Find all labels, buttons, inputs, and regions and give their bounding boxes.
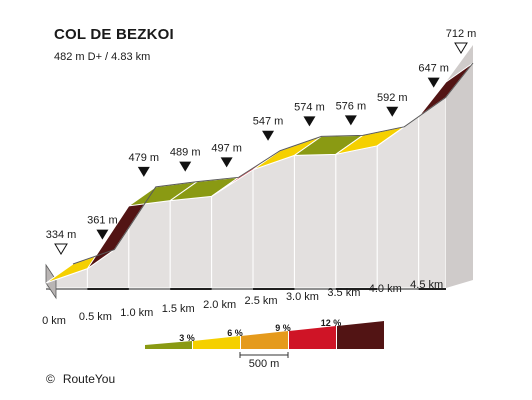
profile-top-faces [45, 62, 474, 284]
elevation-label: 592 m [377, 92, 408, 104]
profile-side-segment [293, 153, 337, 289]
profile-side-segment [376, 115, 420, 289]
elevation-label: 547 m [253, 116, 284, 128]
distance-tick-label: 1.0 km [120, 307, 153, 319]
profile-ridge-line [72, 62, 474, 265]
elevation-marker [386, 106, 399, 117]
profile-side-faces [45, 45, 473, 300]
elevation-marker [96, 229, 109, 240]
chart-title: COL DE BEZKOI [54, 26, 174, 43]
distance-tick-label: 2.5 km [245, 295, 278, 307]
legend-gradient-label: 9 % [275, 323, 291, 333]
distance-tick-label: 1.5 km [162, 303, 195, 315]
distance-tick-label: 2.0 km [203, 299, 236, 311]
elevation-label: 576 m [336, 100, 367, 112]
elevation-marker [427, 77, 440, 88]
legend-scale-label: 500 m [249, 358, 280, 370]
profile-end-wall [446, 45, 473, 288]
copyright-icon: © [46, 372, 55, 386]
distance-tick-label: 3.5 km [327, 287, 360, 299]
legend-swatch [145, 341, 192, 349]
legend-swatch [241, 331, 288, 349]
distance-tick-labels: 0 km 0.5 km 1.0 km 1.5 km 2.0 km 2.5 km 3.0 km… [42, 279, 443, 327]
legend-gradient-label: 12 % [321, 318, 342, 328]
elevation-label: 647 m [418, 63, 449, 75]
distance-tick-label: 4.0 km [369, 283, 402, 295]
gradient-legend: 3 % 6 % 9 % 12 % 500 m [145, 318, 384, 370]
elevation-label: 497 m [211, 142, 242, 154]
elevation-label: 489 m [170, 147, 201, 159]
legend-swatch [289, 326, 336, 349]
legend-gradient-label: 6 % [227, 328, 243, 338]
elevation-marker [262, 130, 275, 141]
elevation-marker [137, 166, 150, 177]
distance-tick-label: 0.5 km [79, 311, 112, 323]
elevation-label: 334 m [46, 229, 77, 241]
chart-subtitle: 482 m D+ / 4.83 km [54, 51, 151, 63]
elevation-label: 712 m [446, 28, 477, 40]
distance-tick-label: 3.0 km [286, 291, 319, 303]
elevation-label: 479 m [129, 152, 160, 164]
elevation-marker [303, 116, 316, 127]
elevation-marker [179, 161, 192, 172]
elevation-label: 574 m [294, 101, 325, 113]
legend-gradient-label: 3 % [179, 333, 195, 343]
credit: © RouteYou [46, 372, 115, 386]
elevation-marker [54, 243, 68, 255]
profile-side-segment [252, 154, 295, 289]
elevation-marker [344, 115, 357, 126]
profile-side-segment [169, 195, 213, 289]
elevation-marker [220, 157, 233, 168]
elevation-marker [454, 42, 468, 54]
legend-swatch [337, 321, 384, 349]
credit-text: RouteYou [62, 372, 116, 386]
elevation-label: 361 m [87, 215, 118, 227]
elevation-markers: 334 m 361 m 479 m 489 m 497 m 547 m 574 m 576 m… [46, 28, 477, 255]
legend-swatch [193, 336, 240, 349]
distance-tick-label: 0 km [42, 315, 66, 327]
distance-tick-label: 4.5 km [410, 279, 443, 291]
profile-side-segment [335, 145, 378, 289]
